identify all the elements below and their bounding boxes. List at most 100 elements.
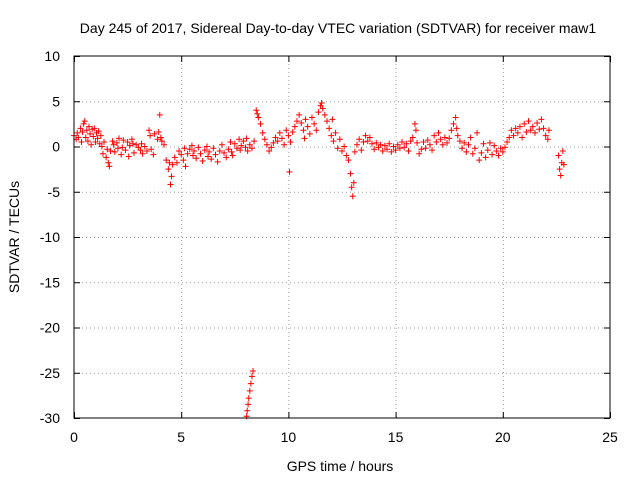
data-point — [154, 136, 161, 143]
data-point — [493, 148, 500, 155]
data-point — [168, 173, 175, 180]
y-tick-label: -15 — [40, 274, 60, 290]
data-point — [83, 127, 90, 134]
y-tick-label: -10 — [40, 229, 60, 245]
data-point — [169, 161, 176, 168]
data-point — [286, 168, 293, 175]
data-point — [113, 139, 120, 146]
data-point — [272, 134, 279, 141]
data-point — [381, 142, 388, 149]
data-point — [254, 110, 261, 117]
data-point — [195, 144, 202, 151]
data-point — [158, 138, 165, 145]
data-point — [150, 151, 157, 158]
data-point — [508, 127, 515, 134]
data-point — [557, 172, 564, 179]
data-point — [326, 125, 333, 132]
data-point — [437, 136, 444, 143]
data-point — [538, 116, 545, 123]
data-point — [392, 147, 399, 154]
data-point — [510, 132, 517, 139]
data-point — [412, 127, 419, 134]
data-point — [163, 157, 170, 164]
data-point — [167, 181, 174, 188]
data-point — [270, 139, 277, 146]
x-axis-label: GPS time / hours — [287, 458, 394, 474]
data-point — [469, 150, 476, 157]
data-point — [499, 148, 506, 155]
data-point — [84, 138, 91, 145]
data-point — [278, 135, 285, 142]
data-point — [529, 123, 536, 130]
x-tick-label: 20 — [495, 429, 511, 445]
data-point — [439, 141, 446, 148]
data-point — [137, 147, 144, 154]
data-point — [482, 154, 489, 161]
data-point — [210, 145, 217, 152]
data-point — [214, 158, 221, 165]
data-point — [304, 123, 311, 130]
data-point — [247, 380, 254, 387]
data-point — [559, 148, 566, 155]
data-point — [109, 138, 116, 145]
data-point — [251, 138, 258, 145]
data-point — [544, 136, 551, 143]
data-point — [119, 144, 126, 151]
data-point — [319, 105, 326, 112]
data-point — [236, 136, 243, 143]
data-point — [450, 120, 457, 127]
data-point — [321, 111, 328, 118]
data-point — [118, 151, 125, 158]
data-point — [433, 138, 440, 145]
data-point — [95, 128, 102, 135]
x-tick-label: 5 — [177, 429, 185, 445]
data-point — [323, 118, 330, 125]
data-point — [155, 129, 162, 136]
data-point — [523, 129, 530, 136]
data-point — [238, 142, 245, 149]
x-tick-label: 10 — [281, 429, 297, 445]
data-point — [424, 137, 431, 144]
data-point — [233, 145, 240, 152]
data-point — [407, 138, 414, 145]
y-tick-label: 10 — [44, 48, 60, 64]
data-point — [540, 125, 547, 132]
data-point — [255, 114, 262, 121]
data-point — [429, 147, 436, 154]
data-point — [268, 144, 275, 151]
data-point — [231, 140, 238, 147]
data-point — [371, 146, 378, 153]
data-point — [484, 147, 491, 154]
data-point — [536, 126, 543, 133]
data-point — [79, 129, 86, 136]
data-point — [171, 154, 178, 161]
data-point — [456, 138, 463, 145]
data-point — [384, 146, 391, 153]
data-point — [519, 134, 526, 141]
data-point — [91, 125, 98, 132]
data-point — [94, 135, 101, 142]
data-point — [99, 150, 106, 157]
data-point — [125, 153, 132, 160]
data-point — [377, 141, 384, 148]
y-tick-label: -5 — [48, 184, 61, 200]
data-point — [218, 141, 225, 148]
data-point — [431, 132, 438, 139]
data-point — [114, 145, 121, 152]
data-point — [88, 141, 95, 148]
data-point — [143, 148, 150, 155]
data-point — [444, 139, 451, 146]
data-point — [191, 148, 198, 155]
y-tick-label: 5 — [52, 93, 60, 109]
data-point — [403, 140, 410, 147]
data-point — [489, 151, 496, 158]
data-point — [203, 143, 210, 150]
data-point — [313, 127, 320, 134]
data-point — [157, 134, 164, 141]
data-point — [330, 138, 337, 145]
data-point — [228, 148, 235, 155]
data-point — [243, 135, 250, 142]
data-point — [318, 100, 325, 107]
